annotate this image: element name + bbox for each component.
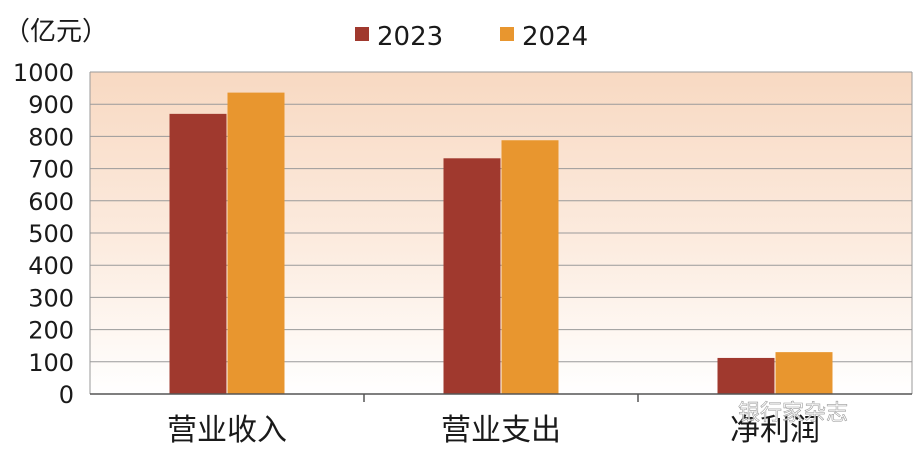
legend-label-2023: 2023 (377, 22, 443, 52)
bar-2023-2 (717, 357, 775, 394)
y-axis-ticks: 0 100 200 300 400 500 600 700 800 900 1000 (13, 59, 74, 409)
category-labels: 营业收入 营业支出 净利润 (167, 413, 820, 448)
category-label: 营业收入 (167, 413, 287, 448)
y-tick-label: 1000 (13, 59, 74, 87)
watermark: 银行家杂志 (738, 401, 848, 426)
legend-swatch-2024 (500, 27, 514, 41)
legend: 2023 2024 (355, 22, 588, 52)
y-tick-label: 800 (28, 123, 74, 151)
bar-2024-2 (775, 352, 833, 394)
y-tick-label: 500 (28, 220, 74, 248)
x-axis-ticks (363, 394, 639, 402)
legend-swatch-2023 (355, 27, 369, 41)
unit-label: （亿元） (4, 17, 108, 47)
gridlines (89, 71, 913, 395)
y-tick-label: 100 (28, 349, 74, 377)
y-tick-label: 300 (28, 284, 74, 312)
category-label: 营业支出 (441, 413, 561, 448)
legend-label-2024: 2024 (522, 22, 588, 52)
y-tick-label: 0 (59, 381, 74, 409)
y-tick-label: 700 (28, 156, 74, 184)
y-tick-label: 600 (28, 188, 74, 216)
bar-2023-0 (169, 113, 227, 395)
y-tick-label: 400 (28, 252, 74, 280)
bar-2023-1 (443, 158, 501, 394)
bar-2024-0 (227, 92, 285, 394)
y-tick-label: 900 (28, 91, 74, 119)
y-tick-label: 200 (28, 317, 74, 345)
bar-2024-1 (501, 140, 559, 394)
bars (169, 92, 833, 395)
category-label: 净利润 (730, 413, 820, 448)
